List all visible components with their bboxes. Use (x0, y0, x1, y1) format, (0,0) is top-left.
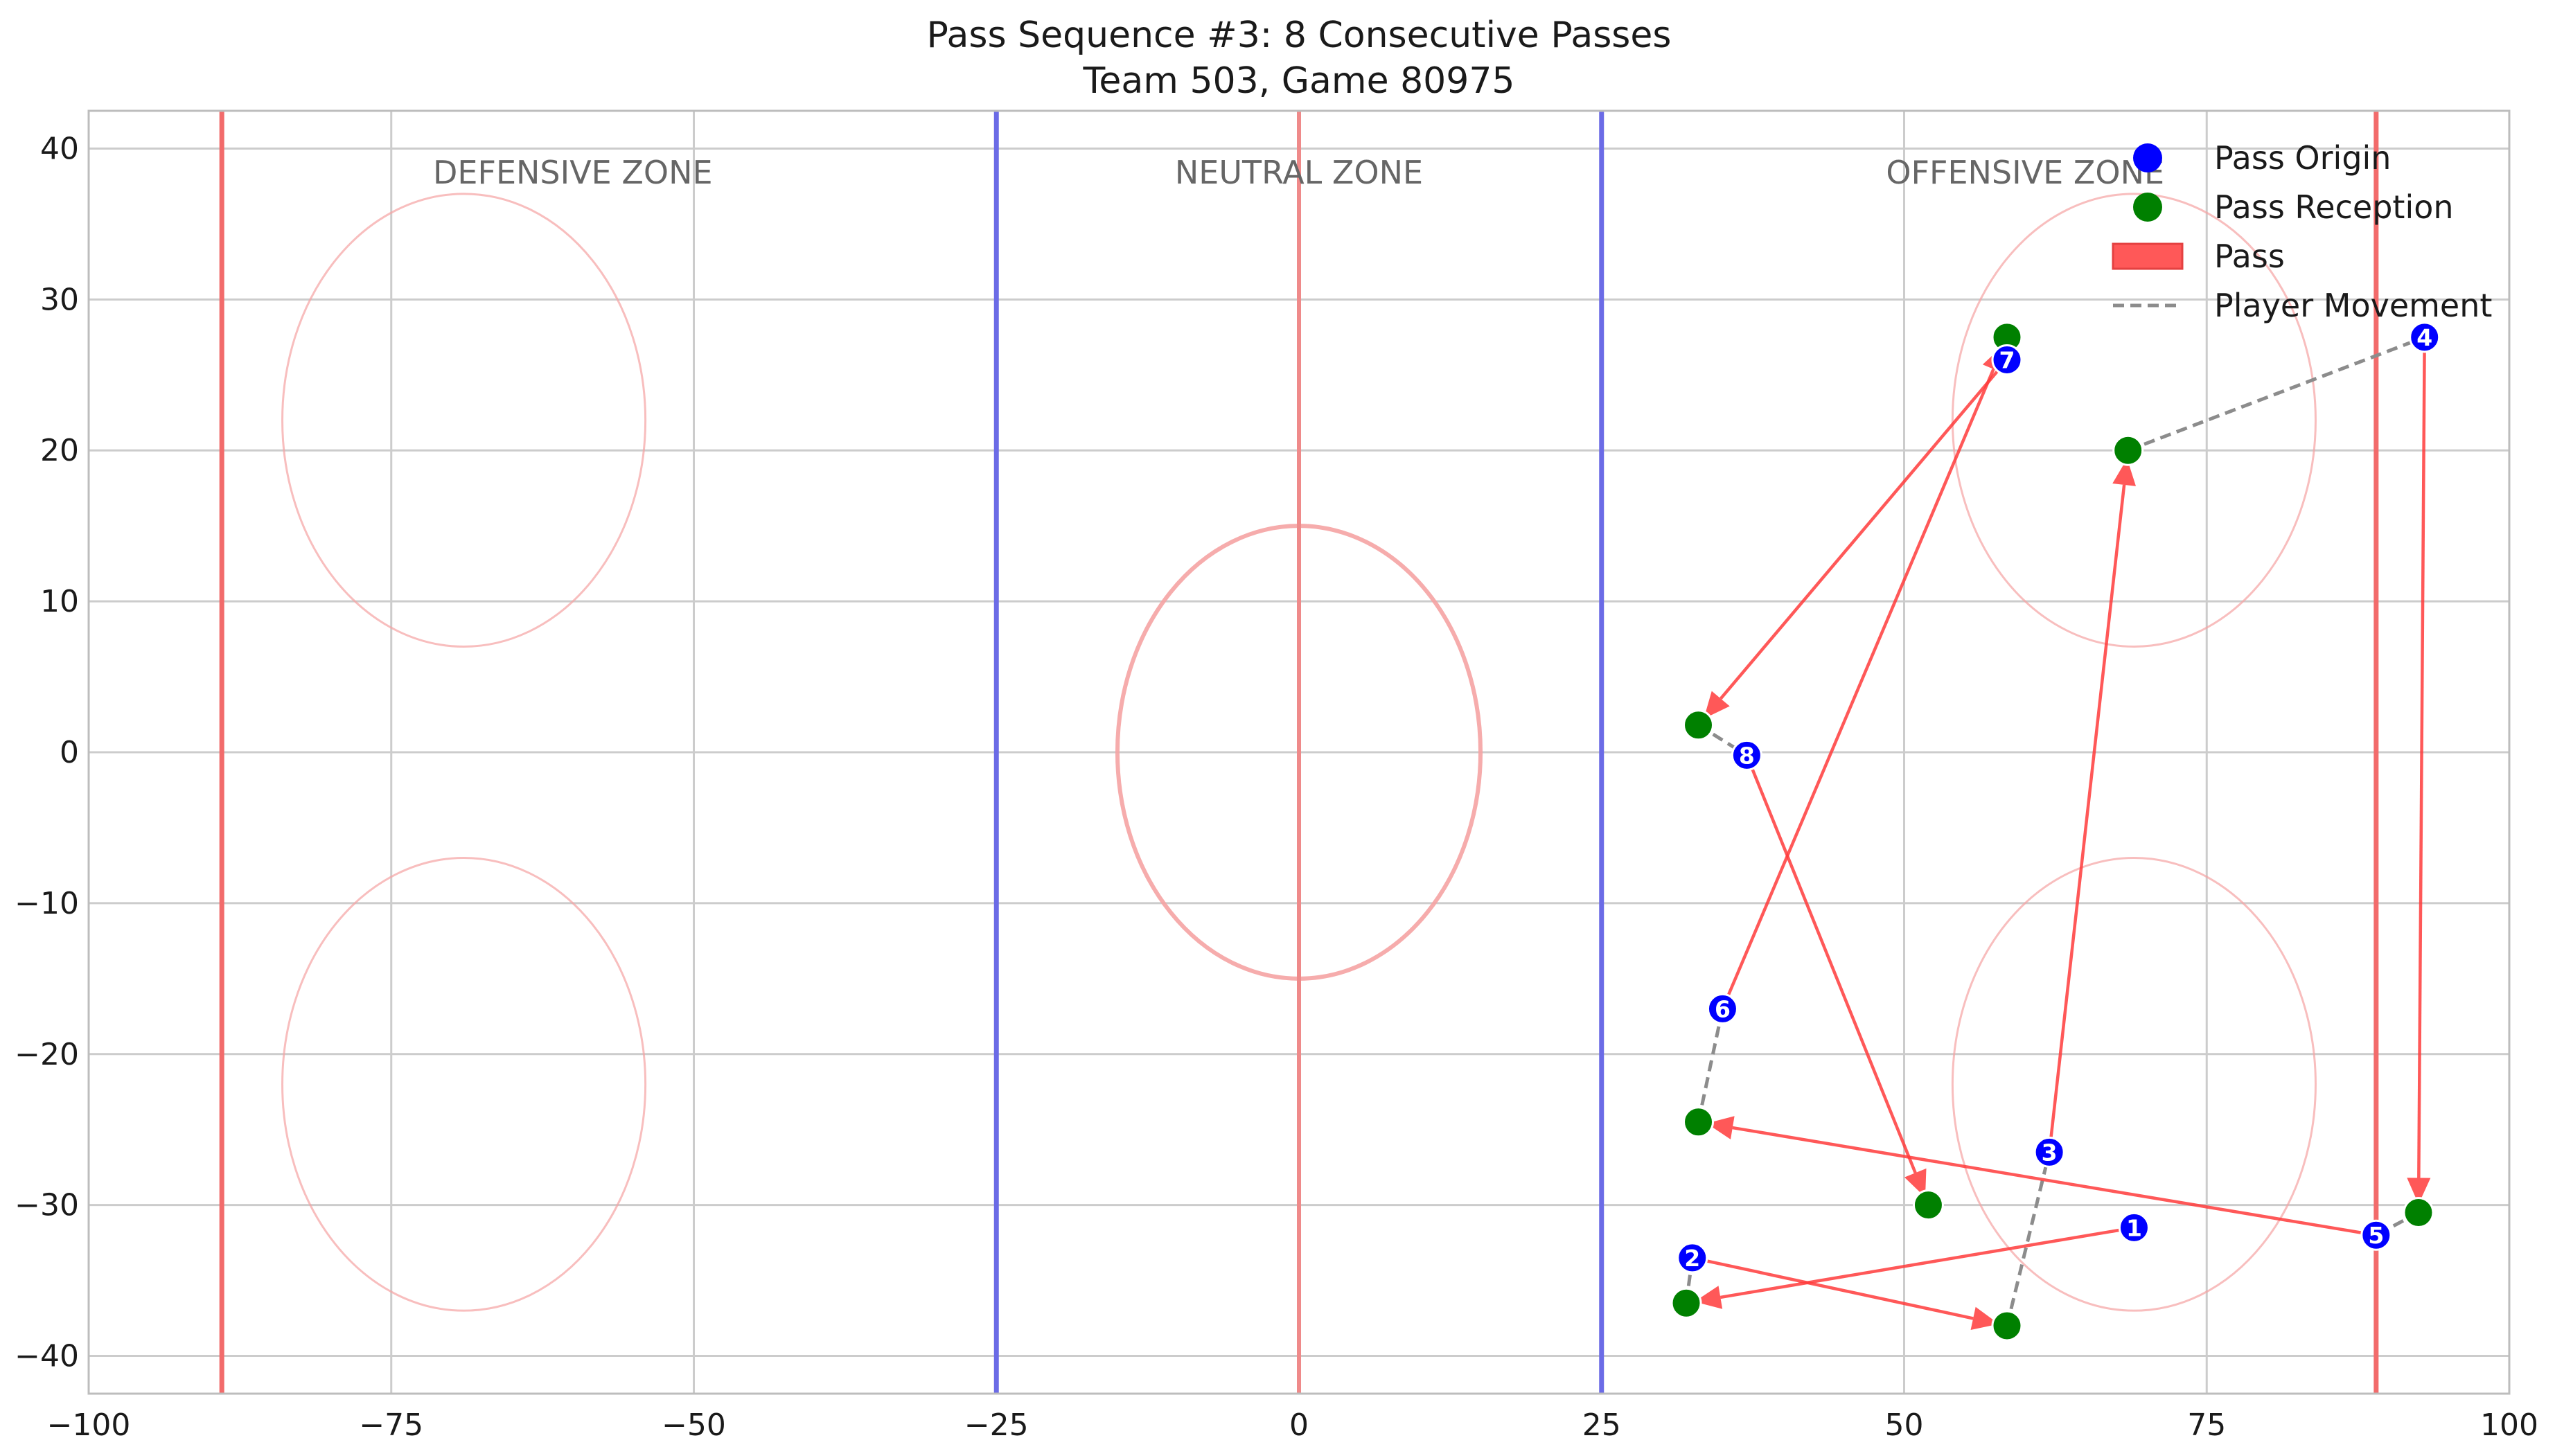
pass-points: 1 2 3 4 5 6 7 8 (1670, 321, 2441, 1342)
y-tick-label: 40 (40, 131, 79, 166)
origin-point (1706, 993, 1738, 1024)
pass-line (1732, 1126, 2377, 1237)
pass-arrowhead (2407, 1178, 2431, 1205)
legend-label: Pass Reception (2214, 188, 2454, 226)
y-tick-label: −20 (15, 1037, 79, 1072)
pass-number-label: 6 (1715, 995, 1731, 1022)
movement-line (1697, 1008, 1724, 1123)
x-tick-label: −50 (662, 1408, 726, 1443)
faceoff-circle (281, 193, 647, 648)
legend-pass-marker (2112, 242, 2184, 270)
zone-labels: DEFENSIVE ZONE NEUTRAL ZONE OFFENSIVE ZONE (433, 154, 2164, 191)
y-tick-label: −30 (15, 1188, 79, 1223)
pass-line (1721, 368, 1995, 1010)
pass-line (1719, 1226, 2134, 1299)
pass-line (1745, 754, 1917, 1174)
origin-point (1991, 344, 2023, 376)
pass-arrowhead (1704, 691, 1730, 719)
origin-point (2409, 321, 2441, 353)
pass-line (1692, 1256, 1974, 1320)
legend-reception-marker (2133, 193, 2162, 222)
origin-point (2360, 1219, 2392, 1251)
y-tick-label: 10 (40, 584, 79, 619)
reception-point (1683, 709, 1715, 741)
chart-title: Pass Sequence #3: 8 Consecutive Passes (927, 15, 1672, 56)
origin-point (1731, 739, 1762, 771)
legend-label: Player Movement (2214, 287, 2492, 324)
pass-arrowhead (2112, 459, 2137, 486)
axes: −100 −75 −50 −25 0 25 50 75 100−40−30−20−1001020… (15, 109, 2538, 1443)
y-tick-label: −10 (15, 886, 79, 921)
origin-point (2033, 1136, 2065, 1168)
legend-origin-marker (2133, 143, 2162, 172)
zone-label: DEFENSIVE ZONE (433, 154, 713, 191)
pass-line (2417, 337, 2426, 1178)
reception-point (1991, 1310, 2023, 1342)
origin-point (2118, 1211, 2150, 1243)
pass-number-label: 1 (2126, 1214, 2142, 1241)
reception-point (1683, 1106, 1715, 1138)
pass-number-label: 5 (2368, 1222, 2384, 1249)
reception-point (2403, 1197, 2434, 1229)
faceoff-circle (1951, 857, 2317, 1312)
chart-subtitle: Team 503, Game 80975 (1082, 60, 1514, 102)
rink-markings (219, 111, 2379, 1394)
x-tick-label: 100 (2480, 1408, 2538, 1443)
pass-line (2047, 484, 2126, 1153)
zone-label: NEUTRAL ZONE (1175, 154, 1423, 191)
y-tick-label: 30 (40, 282, 79, 317)
y-tick-label: 20 (40, 433, 79, 468)
x-tick-label: −100 (47, 1408, 131, 1443)
reception-point (2112, 434, 2144, 466)
reception-point (1912, 1189, 1944, 1221)
origin-point (1677, 1242, 1708, 1274)
legend-label: Pass (2214, 238, 2285, 275)
legend: Pass Origin Pass Reception Pass Player Move… (2112, 139, 2492, 324)
x-tick-label: 75 (2187, 1408, 2226, 1443)
y-tick-label: −40 (15, 1339, 79, 1374)
zone-label: OFFENSIVE ZONE (1886, 154, 2164, 191)
movement-line (2005, 1151, 2051, 1326)
faceoff-circle (281, 857, 647, 1312)
pass-number-label: 3 (2042, 1139, 2058, 1166)
pass-arrows (1692, 337, 2431, 1331)
pass-arrowhead (1904, 1168, 1927, 1198)
x-tick-label: 0 (1289, 1408, 1309, 1443)
pass-number-label: 7 (1999, 347, 2015, 374)
pass-number-label: 2 (1684, 1245, 1700, 1272)
x-tick-label: −75 (359, 1408, 423, 1443)
movement-line (2127, 335, 2425, 452)
pass-line (1719, 359, 2008, 700)
reception-point (1670, 1287, 1702, 1319)
x-tick-label: 25 (1582, 1408, 1621, 1443)
axes-frame (87, 109, 2511, 1395)
y-tick-label: 0 (60, 735, 79, 770)
legend-label: Pass Origin (2214, 139, 2391, 177)
x-tick-label: −25 (964, 1408, 1029, 1443)
pass-number-label: 8 (1739, 742, 1755, 769)
pass-number-label: 4 (2416, 324, 2432, 351)
x-tick-label: 50 (1885, 1408, 1924, 1443)
faceoff-circle (1951, 193, 2317, 648)
